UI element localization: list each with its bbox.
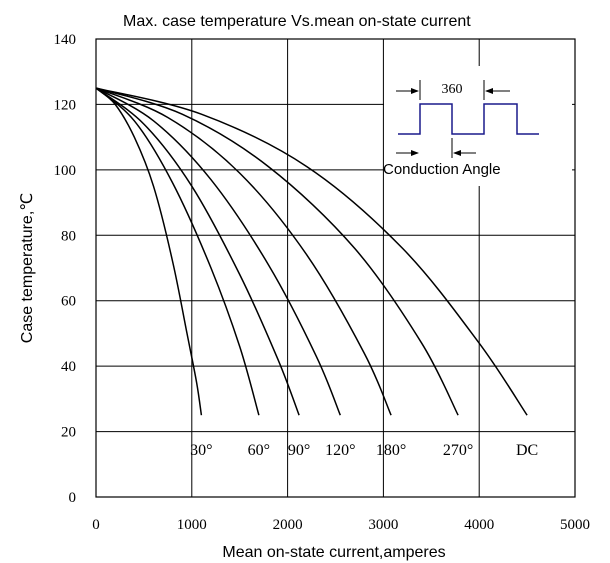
period-label: 360: [442, 82, 463, 97]
grid: [96, 39, 575, 497]
series-line-120: [95, 87, 341, 416]
x-tick-label: 0: [92, 517, 100, 533]
conduction-waveform: [398, 103, 539, 135]
x-tick-label: 3000: [368, 517, 398, 533]
period-arrowhead-left: [411, 88, 419, 94]
series-line-180: [95, 87, 392, 416]
series-line-90: [95, 87, 300, 416]
y-tick-label: 0: [69, 490, 77, 506]
conduction-arrowhead-right: [453, 150, 461, 156]
series-line-dc: [95, 87, 528, 416]
series-labels: 30° 60° 90° 120° 180° 270° DC: [190, 442, 538, 459]
series-label-90: 90°: [288, 442, 310, 459]
y-tick-label: 20: [61, 425, 76, 441]
y-tick-label: 80: [61, 228, 76, 244]
y-tick-label: 120: [54, 97, 77, 113]
y-tick-label: 40: [61, 359, 76, 375]
x-axis-label: Mean on-state current,amperes: [222, 544, 445, 561]
x-tick-label: 5000: [560, 517, 590, 533]
series-label-dc: DC: [516, 442, 538, 459]
series-label-120: 120°: [325, 442, 355, 459]
y-tick-label: 140: [54, 32, 77, 48]
series-label-270: 270°: [443, 442, 473, 459]
series-curves: [95, 87, 528, 416]
series-label-30: 30°: [190, 442, 212, 459]
y-tick-label: 60: [61, 294, 76, 310]
series-line-60: [95, 87, 260, 416]
chart-title: Max. case temperature Vs.mean on-state c…: [123, 13, 471, 30]
series-label-180: 180°: [376, 442, 406, 459]
series-label-60: 60°: [248, 442, 270, 459]
x-tick-label: 4000: [464, 517, 494, 533]
inset-background: [384, 66, 572, 186]
y-tick-label: 100: [54, 163, 77, 179]
waveform-inset: 360 Conduction Angle: [383, 66, 572, 186]
x-tick-label: 1000: [177, 517, 207, 533]
period-arrowhead-right: [485, 88, 493, 94]
plot-frame: [95, 38, 576, 498]
series-line-30: [95, 87, 203, 416]
x-tick-label: 2000: [273, 517, 303, 533]
conduction-label: Conduction Angle: [383, 161, 501, 178]
y-axis-label: Case temperature,℃: [19, 193, 36, 344]
conduction-arrowhead-left: [411, 150, 419, 156]
series-line-270: [95, 87, 459, 416]
tick-labels: 0 20 40 60 80 100 120 140 0 1000 2000 3000 4000 5000: [54, 32, 591, 533]
